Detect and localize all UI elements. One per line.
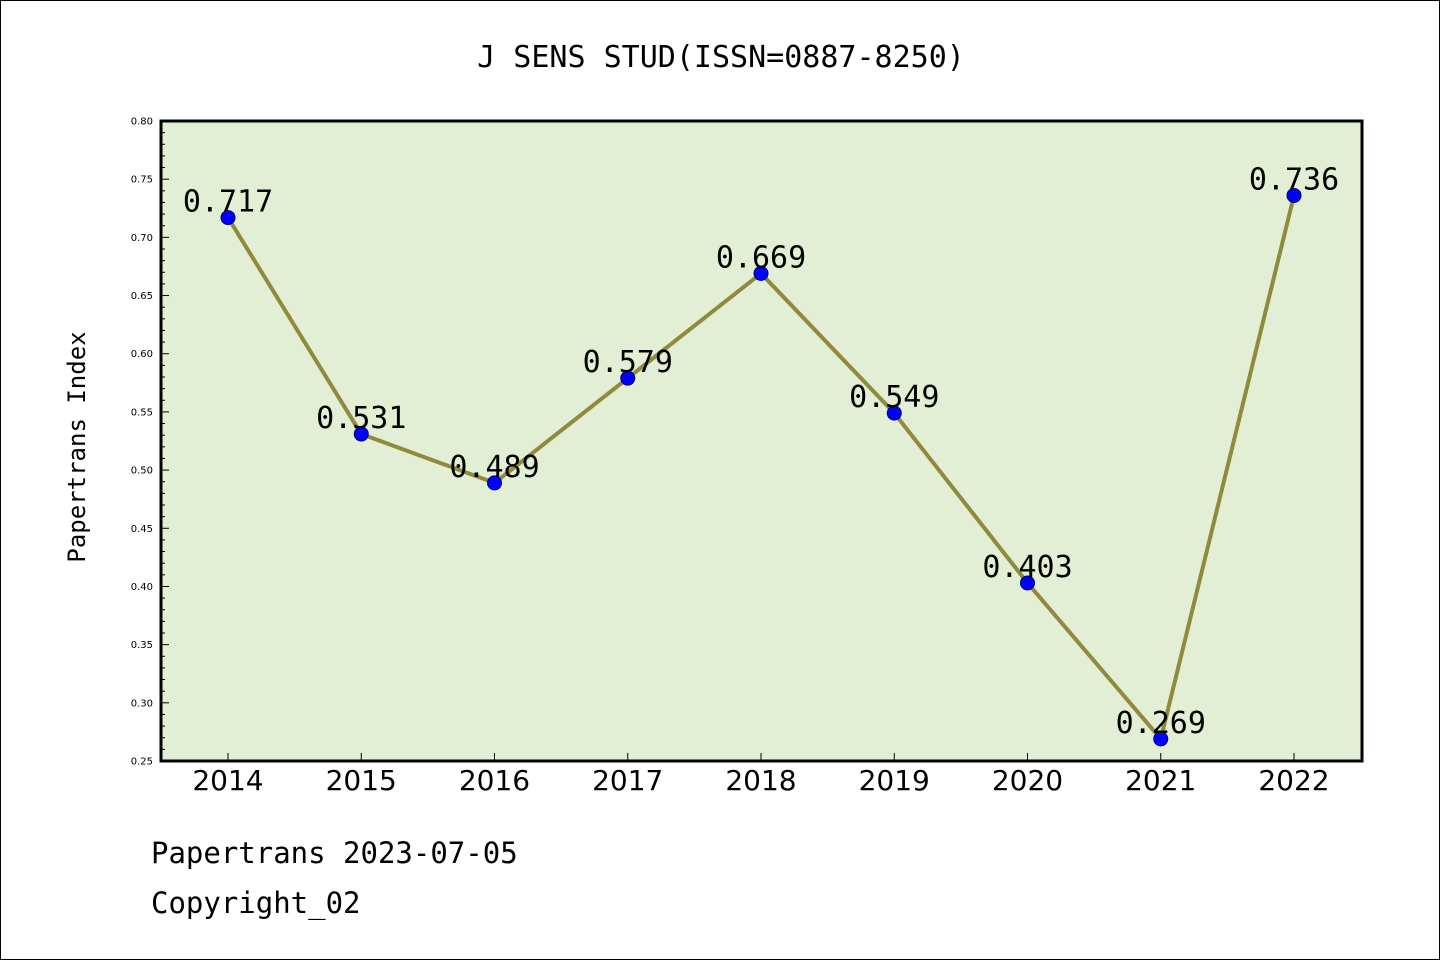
data-label: 0.579 <box>583 345 673 380</box>
data-point <box>353 426 369 442</box>
x-tick-label: 2018 <box>725 764 796 797</box>
y-tick-label: 0.35 <box>131 640 153 651</box>
data-label: 0.489 <box>449 450 539 485</box>
chart-title: J SENS STUD(ISSN=0887-8250) <box>477 40 965 75</box>
data-label: 0.717 <box>183 185 273 220</box>
data-point <box>487 475 502 491</box>
y-tick-label: 0.30 <box>131 698 153 709</box>
y-tick-label: 0.75 <box>131 175 153 186</box>
data-label: 0.531 <box>316 401 406 436</box>
footer-date: Papertrans 2023-07-05 <box>151 836 518 870</box>
data-labels: 0.717 0.531 0.489 0.579 0.669 0.549 0.403 0.269… <box>183 162 1339 740</box>
data-label: 0.269 <box>1116 706 1206 741</box>
y-tick-label: 0.50 <box>131 466 153 477</box>
x-tick-label: 2016 <box>459 764 530 797</box>
y-tick-label: 0.65 <box>131 291 153 302</box>
data-label: 0.669 <box>716 240 806 275</box>
y-tick-label: 0.55 <box>131 407 153 418</box>
data-point <box>886 405 902 421</box>
x-tick-label: 2020 <box>992 764 1063 797</box>
data-point <box>620 370 636 386</box>
footer-copyright: Copyright_02 <box>151 886 361 920</box>
plot-area <box>161 121 1362 761</box>
y-tick-label: 0.80 <box>131 117 153 128</box>
data-point <box>220 210 236 226</box>
x-tick-label: 2021 <box>1125 764 1196 797</box>
data-point <box>753 265 769 281</box>
data-points <box>220 187 1302 747</box>
x-tick-label: 2022 <box>1258 764 1329 797</box>
x-tick-label: 2019 <box>859 764 930 797</box>
plot-frame <box>159 119 1364 763</box>
data-label: 0.403 <box>982 550 1072 585</box>
y-tick-label: 0.40 <box>131 582 153 593</box>
x-tick-label: 2014 <box>192 764 263 797</box>
x-tick-label: 2017 <box>592 764 663 797</box>
data-label: 0.736 <box>1249 162 1339 197</box>
y-tick-label: 0.70 <box>131 233 153 244</box>
x-tick-label: 2015 <box>326 764 397 797</box>
data-point <box>1020 575 1035 591</box>
x-axis-ticks: 2014 2015 2016 2017 2018 2019 2020 2021 2022 <box>192 753 1330 797</box>
y-axis-label: Papertrans Index <box>63 331 91 562</box>
data-point <box>1153 731 1169 747</box>
y-tick-label: 0.25 <box>131 757 153 768</box>
data-point <box>1286 187 1302 203</box>
data-label: 0.549 <box>849 380 939 415</box>
y-tick-label: 0.45 <box>131 524 153 535</box>
y-tick-label: 0.60 <box>131 349 153 360</box>
